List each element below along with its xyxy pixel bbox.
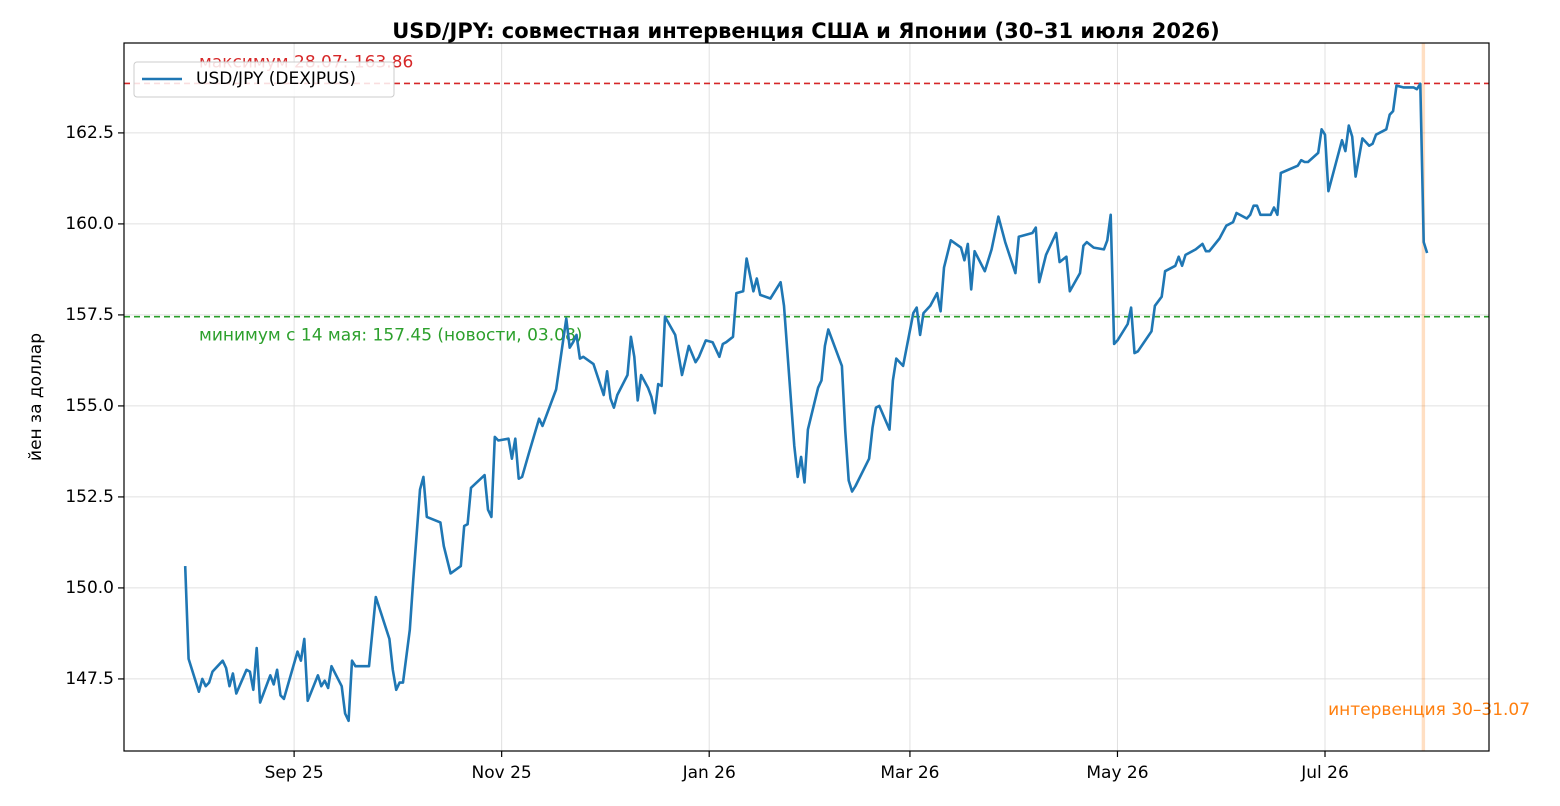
x-tick-label: Jan 26 xyxy=(682,763,736,783)
y-tick-label: 157.5 xyxy=(65,305,114,325)
x-tick-label: Jul 26 xyxy=(1300,763,1349,783)
legend-box xyxy=(133,61,395,98)
x-tick-label: Nov 25 xyxy=(472,763,532,783)
line xyxy=(183,82,1429,723)
reference-label: минимум с 14 мая: 157.45 (новости, 03.08… xyxy=(199,326,582,346)
plot-frame xyxy=(123,42,1490,752)
y-axis-label: йен за доллар xyxy=(26,333,46,461)
chart-title: USD/JPY: совместная интервенция США и Яп… xyxy=(392,19,1220,43)
y-tick-label: 155.0 xyxy=(65,396,114,416)
legend-label: USD/JPY (DEXJPUS) xyxy=(196,69,356,89)
span-label: интервенция 30–31.07 xyxy=(1328,700,1530,720)
x-tick-label: Mar 26 xyxy=(880,763,939,783)
x-tick-label: Sep 25 xyxy=(265,763,324,783)
y-tick-label: 147.5 xyxy=(65,669,114,689)
y-tick-label: 150.0 xyxy=(65,578,114,598)
y-tick-label: 152.5 xyxy=(65,487,114,507)
y-tick-label: 162.5 xyxy=(65,123,114,143)
y-tick-label: 160.0 xyxy=(65,214,114,234)
x-tick-label: May 26 xyxy=(1086,763,1148,783)
intervention-span xyxy=(1421,43,1426,751)
